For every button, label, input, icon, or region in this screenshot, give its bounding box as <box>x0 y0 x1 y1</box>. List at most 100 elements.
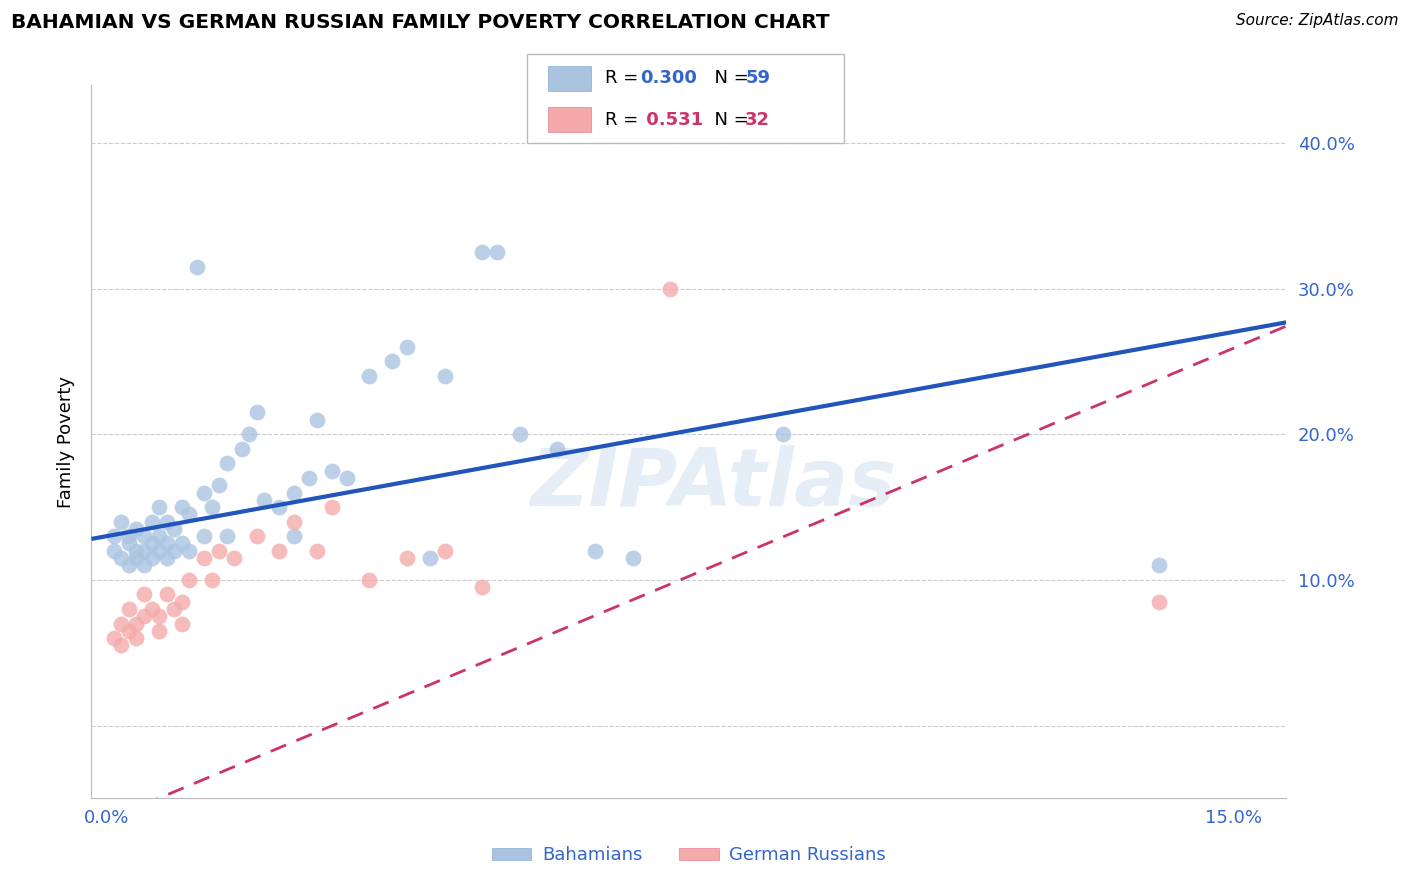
Point <box>118 558 141 573</box>
Point <box>201 500 224 514</box>
Point <box>546 442 568 456</box>
Point <box>132 587 155 601</box>
Point <box>110 616 132 631</box>
Point <box>118 602 141 616</box>
Point <box>396 551 419 566</box>
Legend: Bahamians, German Russians: Bahamians, German Russians <box>485 839 893 871</box>
Point <box>163 522 186 536</box>
Text: 0.300: 0.300 <box>640 70 696 87</box>
Text: R =: R = <box>605 111 644 128</box>
Point <box>141 551 163 566</box>
Point <box>163 602 186 616</box>
Point <box>125 543 148 558</box>
Point <box>471 580 494 594</box>
Point <box>110 551 132 566</box>
Point <box>269 500 291 514</box>
Point <box>283 529 305 543</box>
Point <box>621 551 644 566</box>
Point <box>155 515 177 529</box>
Point <box>177 573 200 587</box>
Point <box>193 529 215 543</box>
Point <box>132 529 155 543</box>
Point <box>148 609 170 624</box>
Text: 0.531: 0.531 <box>640 111 703 128</box>
Point <box>246 529 269 543</box>
Point <box>359 573 381 587</box>
Point <box>215 456 238 470</box>
Point <box>118 536 141 550</box>
Point <box>583 543 606 558</box>
Point <box>155 587 177 601</box>
Y-axis label: Family Poverty: Family Poverty <box>56 376 75 508</box>
Point <box>486 245 509 260</box>
Point <box>321 500 343 514</box>
Point <box>471 245 494 260</box>
Point <box>125 522 148 536</box>
Point <box>238 427 260 442</box>
Point <box>103 529 125 543</box>
Point <box>141 515 163 529</box>
Text: 32: 32 <box>745 111 770 128</box>
Point <box>148 543 170 558</box>
Point <box>269 543 291 558</box>
Point <box>118 624 141 638</box>
Point <box>201 573 224 587</box>
Point <box>110 515 132 529</box>
Point <box>305 413 328 427</box>
Point <box>298 471 321 485</box>
Point <box>283 485 305 500</box>
Point <box>155 536 177 550</box>
Point <box>305 543 328 558</box>
Point <box>231 442 253 456</box>
Point <box>433 543 456 558</box>
Point <box>118 529 141 543</box>
Point <box>148 529 170 543</box>
Point <box>155 551 177 566</box>
Point <box>141 602 163 616</box>
Point <box>177 508 200 522</box>
Point <box>208 543 231 558</box>
Point <box>103 631 125 645</box>
Point <box>177 543 200 558</box>
Point <box>132 543 155 558</box>
Point <box>396 340 419 354</box>
Point <box>193 551 215 566</box>
Point <box>170 500 193 514</box>
Point <box>246 405 269 419</box>
Point <box>336 471 359 485</box>
Point <box>283 515 305 529</box>
Text: 59: 59 <box>745 70 770 87</box>
Point <box>125 631 148 645</box>
Point <box>170 595 193 609</box>
Point <box>224 551 246 566</box>
Point <box>186 260 208 274</box>
Text: N =: N = <box>703 70 755 87</box>
Point <box>509 427 531 442</box>
Point <box>110 639 132 653</box>
Point <box>659 282 682 296</box>
Point <box>170 616 193 631</box>
Point <box>215 529 238 543</box>
Point <box>208 478 231 492</box>
Text: ZIPAtlas: ZIPAtlas <box>530 445 896 524</box>
Point <box>125 616 148 631</box>
Point <box>170 536 193 550</box>
Text: Source: ZipAtlas.com: Source: ZipAtlas.com <box>1236 13 1399 29</box>
Point <box>193 485 215 500</box>
Text: BAHAMIAN VS GERMAN RUSSIAN FAMILY POVERTY CORRELATION CHART: BAHAMIAN VS GERMAN RUSSIAN FAMILY POVERT… <box>11 13 830 32</box>
Point <box>321 464 343 478</box>
Point <box>433 369 456 384</box>
Point <box>148 500 170 514</box>
Point <box>132 609 155 624</box>
Point <box>1147 595 1170 609</box>
Point <box>381 354 404 368</box>
Point <box>103 543 125 558</box>
Point <box>125 551 148 566</box>
Point <box>141 536 163 550</box>
Point <box>419 551 441 566</box>
Point <box>253 492 276 507</box>
Point <box>163 543 186 558</box>
Point <box>359 369 381 384</box>
Point <box>1147 558 1170 573</box>
Text: N =: N = <box>703 111 755 128</box>
